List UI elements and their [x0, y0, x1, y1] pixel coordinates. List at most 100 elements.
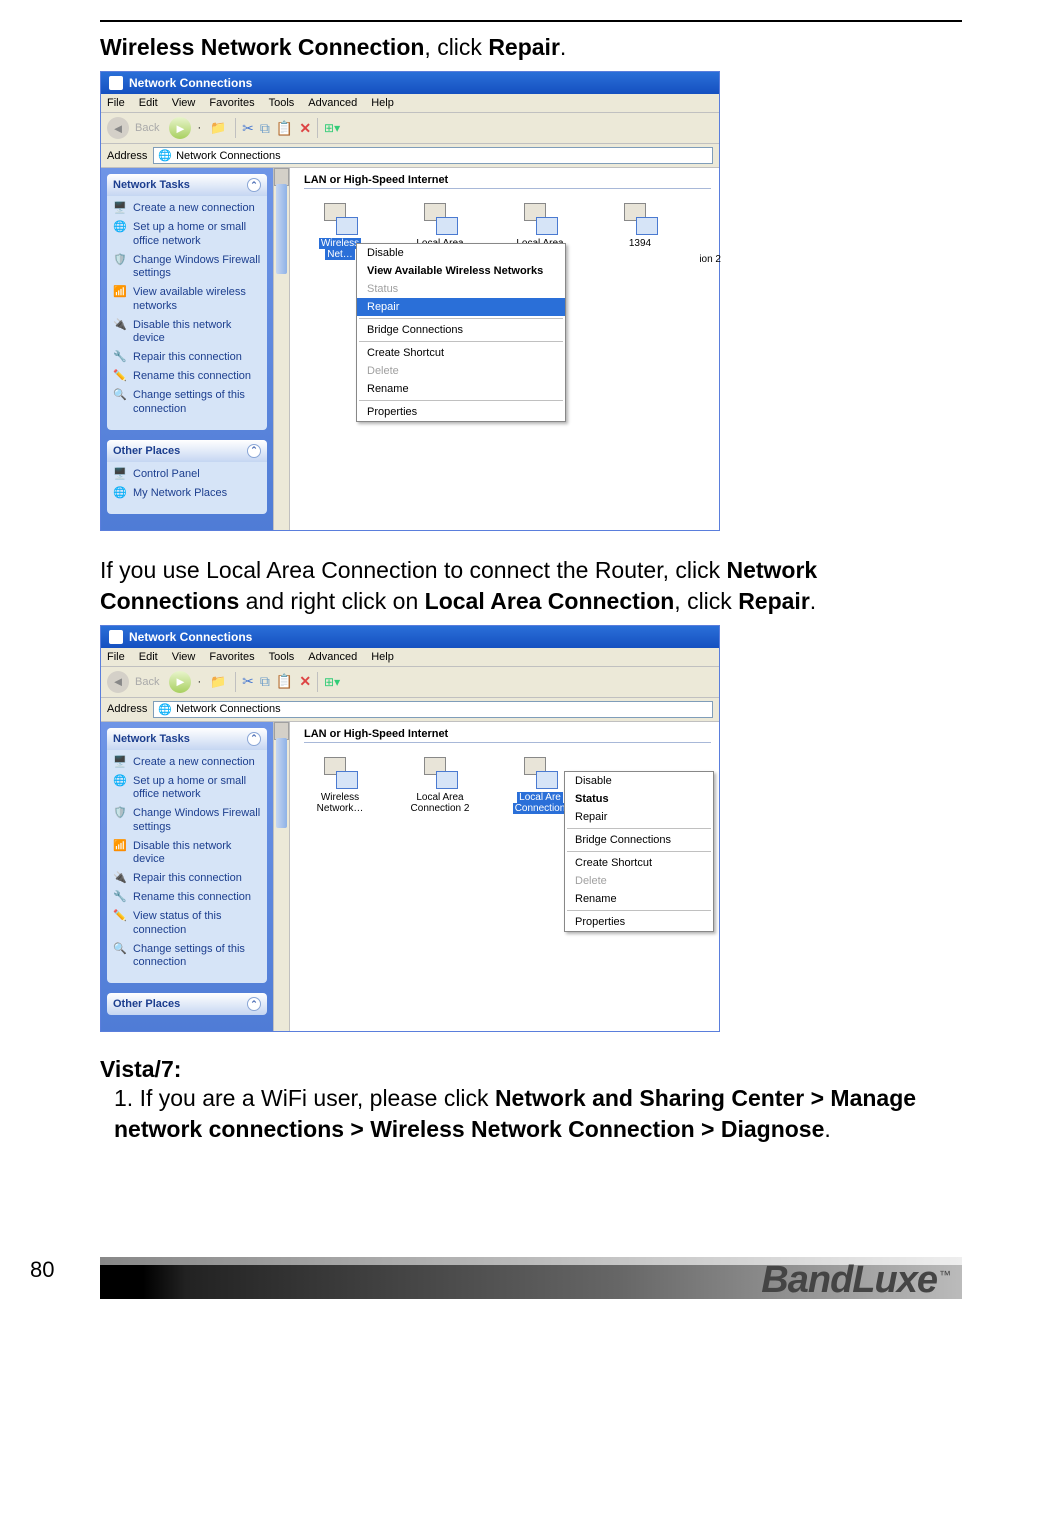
menu-file[interactable]: File: [107, 651, 125, 663]
task-link[interactable]: 🌐Set up a home or small office network: [113, 221, 261, 249]
task-link[interactable]: 📶Disable this network device: [113, 840, 261, 868]
task-link[interactable]: 🔧Rename this connection: [113, 891, 261, 905]
up-button[interactable]: 📁: [207, 671, 229, 693]
task-icon: 📶: [113, 840, 127, 854]
address-field[interactable]: 🌐 Network Connections: [153, 701, 713, 718]
menu-edit[interactable]: Edit: [139, 651, 158, 663]
address-label: Address: [107, 150, 147, 162]
address-bar: Address 🌐 Network Connections: [101, 698, 719, 722]
back-button[interactable]: ◄: [107, 671, 129, 693]
cut-icon[interactable]: ✂: [242, 673, 254, 690]
paste-icon[interactable]: 📋: [276, 673, 293, 690]
task-link[interactable]: 🖥️Create a new connection: [113, 202, 261, 216]
context-menu-item[interactable]: View Available Wireless Networks: [357, 262, 565, 280]
context-menu-item[interactable]: Repair: [357, 298, 565, 316]
address-bar: Address 🌐 Network Connections: [101, 144, 719, 168]
task-link[interactable]: 🔧Repair this connection: [113, 351, 261, 365]
collapse-icon[interactable]: ⌃: [247, 997, 261, 1011]
task-link[interactable]: ✏️View status of this connection: [113, 910, 261, 938]
cut-icon[interactable]: ✂: [242, 120, 254, 137]
address-field[interactable]: 🌐 Network Connections: [153, 147, 713, 164]
menu-favorites[interactable]: Favorites: [209, 651, 254, 663]
window-icon: [109, 76, 123, 90]
menu-tools[interactable]: Tools: [269, 651, 295, 663]
network-icon: [622, 199, 658, 235]
context-menu-item[interactable]: Disable: [357, 244, 565, 262]
context-menu-item[interactable]: Bridge Connections: [357, 321, 565, 339]
footer-bar: BandLuxe™: [100, 1265, 962, 1299]
task-link[interactable]: 🛡️Change Windows Firewall settings: [113, 254, 261, 282]
panel-header[interactable]: Network Tasks ⌃: [107, 728, 267, 750]
views-icon[interactable]: ⊞▾: [324, 675, 340, 689]
brand-logo: BandLuxe™: [761, 1259, 950, 1302]
context-menu-item[interactable]: Status: [565, 790, 713, 808]
task-link[interactable]: 🖥️Create a new connection: [113, 756, 261, 770]
task-link[interactable]: 🖥️Control Panel: [113, 468, 261, 482]
panel-header[interactable]: Other Places ⌃: [107, 993, 267, 1015]
paste-icon[interactable]: 📋: [276, 120, 293, 137]
task-icon: 🌐: [113, 487, 127, 501]
network-tasks-panel: Network Tasks ⌃ 🖥️Create a new connectio…: [107, 174, 267, 430]
local-area-2-item[interactable]: Local Area Connection 2: [404, 753, 476, 814]
forward-button[interactable]: ►: [169, 117, 191, 139]
task-link[interactable]: 🌐Set up a home or small office network: [113, 775, 261, 803]
panel-header[interactable]: Other Places ⌃: [107, 440, 267, 462]
back-button[interactable]: ◄: [107, 117, 129, 139]
task-link[interactable]: 🔍Change settings of this connection: [113, 389, 261, 417]
task-link[interactable]: 🔌Disable this network device: [113, 319, 261, 347]
context-menu-item[interactable]: Properties: [357, 403, 565, 421]
context-menu-item[interactable]: Rename: [357, 380, 565, 398]
local-area-item[interactable]: Local Area: [404, 199, 476, 249]
menu-file[interactable]: File: [107, 97, 125, 109]
delete-icon[interactable]: ✕: [299, 120, 311, 137]
task-icon: 🔍: [113, 389, 127, 403]
context-menu-item[interactable]: Repair: [565, 808, 713, 826]
task-link[interactable]: 🌐My Network Places: [113, 487, 261, 501]
panel-header[interactable]: Network Tasks ⌃: [107, 174, 267, 196]
menu-help[interactable]: Help: [371, 651, 394, 663]
task-link[interactable]: 🔍Change settings of this connection: [113, 943, 261, 971]
menu-edit[interactable]: Edit: [139, 97, 158, 109]
task-link[interactable]: ✏️Rename this connection: [113, 370, 261, 384]
task-icon: 🔧: [113, 891, 127, 905]
copy-icon[interactable]: ⧉: [260, 673, 270, 690]
window-titlebar[interactable]: Network Connections: [101, 72, 719, 94]
network-icon: [522, 199, 558, 235]
copy-icon[interactable]: ⧉: [260, 120, 270, 137]
collapse-icon[interactable]: ⌃: [247, 178, 261, 192]
menu-advanced[interactable]: Advanced: [308, 651, 357, 663]
up-button[interactable]: 📁: [207, 117, 229, 139]
wireless-connection-item[interactable]: Wireless Network…: [304, 753, 376, 814]
vista-heading: Vista/7:: [100, 1056, 962, 1083]
window-icon: [109, 630, 123, 644]
task-icon: 🔌: [113, 872, 127, 886]
menu-advanced[interactable]: Advanced: [308, 97, 357, 109]
local-area-item-2[interactable]: Local Area: [504, 199, 576, 249]
network-icon: [422, 199, 458, 235]
menu-view[interactable]: View: [172, 97, 196, 109]
context-menu-item[interactable]: Bridge Connections: [565, 831, 713, 849]
1394-item[interactable]: 1394 ion 2: [604, 199, 676, 249]
context-menu-item[interactable]: Rename: [565, 890, 713, 908]
task-link[interactable]: 🛡️Change Windows Firewall settings: [113, 807, 261, 835]
task-link[interactable]: 🔌Repair this connection: [113, 872, 261, 886]
scrollbar[interactable]: [274, 168, 290, 530]
context-menu-item[interactable]: Create Shortcut: [565, 854, 713, 872]
forward-button[interactable]: ►: [169, 671, 191, 693]
menu-favorites[interactable]: Favorites: [209, 97, 254, 109]
context-menu-item[interactable]: Properties: [565, 913, 713, 931]
menu-view[interactable]: View: [172, 651, 196, 663]
collapse-icon[interactable]: ⌃: [247, 444, 261, 458]
toolbar: ◄ Back ► · 📁 ✂ ⧉ 📋 ✕ ⊞▾: [101, 113, 719, 144]
delete-icon[interactable]: ✕: [299, 673, 311, 690]
collapse-icon[interactable]: ⌃: [247, 732, 261, 746]
menu-help[interactable]: Help: [371, 97, 394, 109]
task-link[interactable]: 📶View available wireless networks: [113, 286, 261, 314]
window-titlebar[interactable]: Network Connections: [101, 626, 719, 648]
menu-tools[interactable]: Tools: [269, 97, 295, 109]
window-title: Network Connections: [129, 76, 252, 90]
context-menu-item[interactable]: Create Shortcut: [357, 344, 565, 362]
scrollbar[interactable]: [274, 722, 290, 1032]
views-icon[interactable]: ⊞▾: [324, 121, 340, 135]
context-menu-item[interactable]: Disable: [565, 772, 713, 790]
